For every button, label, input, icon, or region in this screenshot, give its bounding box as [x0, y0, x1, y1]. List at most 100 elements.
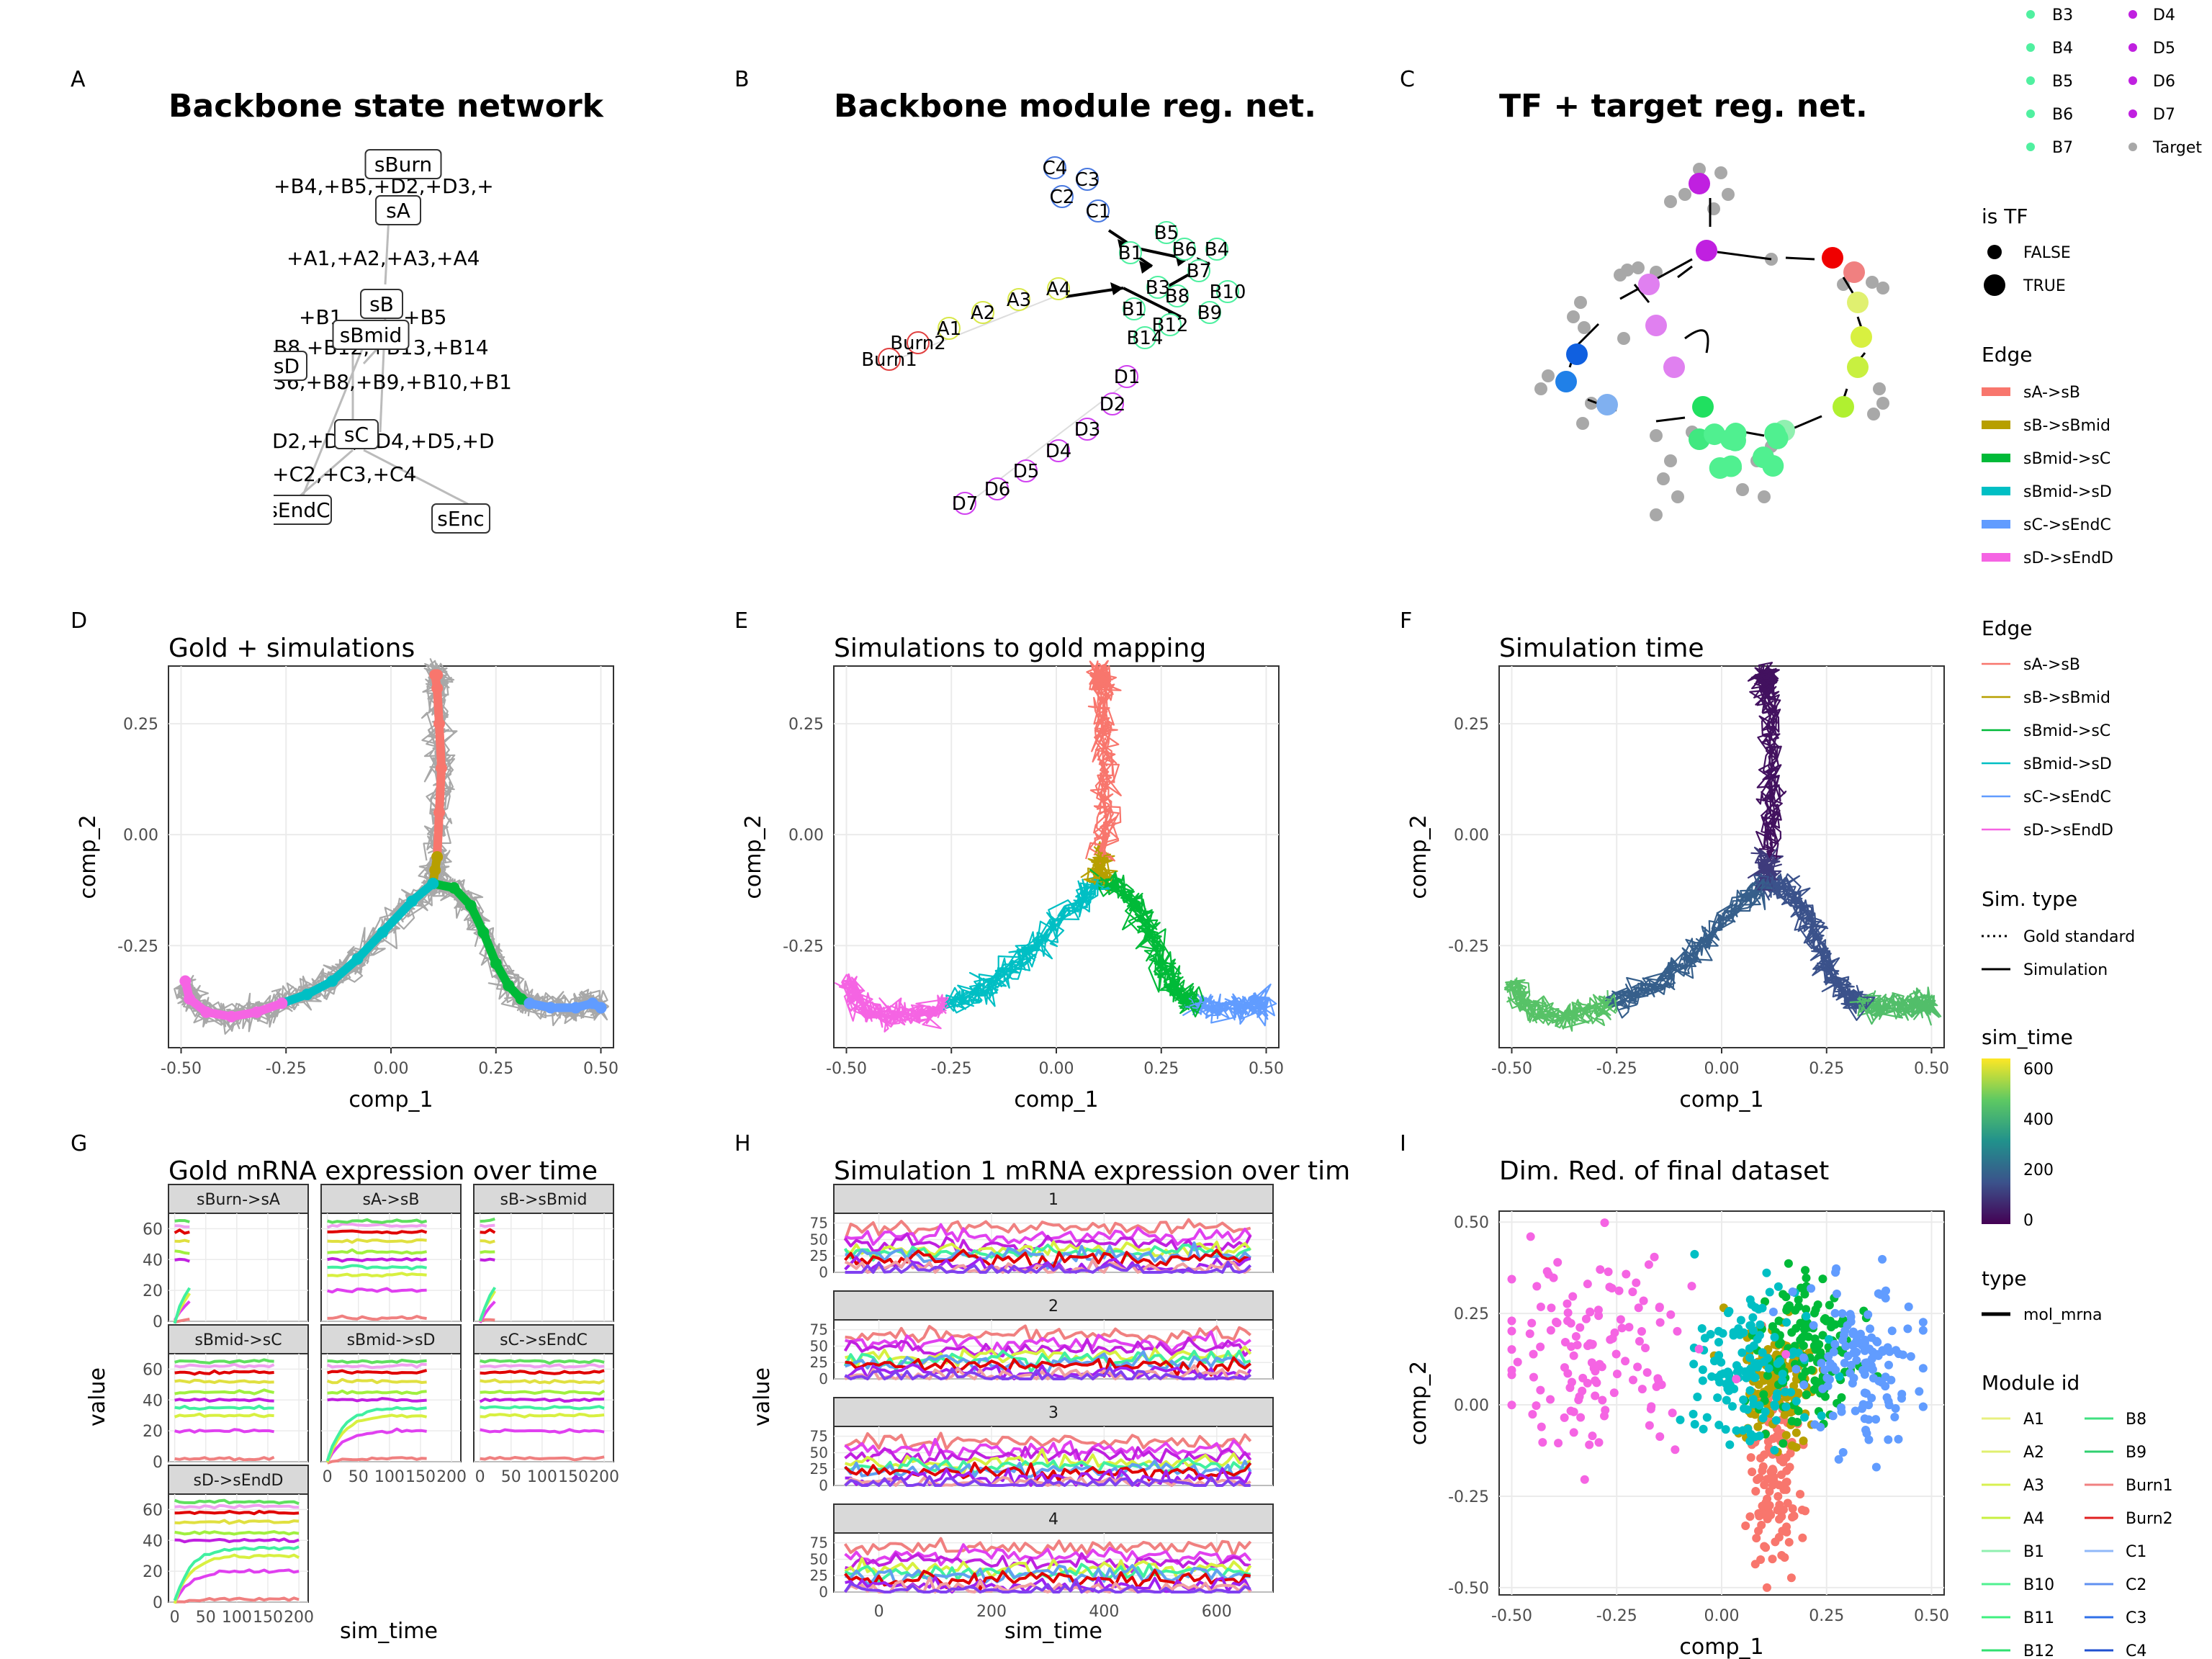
gold-point — [464, 899, 477, 912]
gold-point — [435, 762, 447, 774]
gold-point — [326, 975, 338, 987]
tf-node — [1555, 371, 1577, 392]
cell-point — [1802, 1305, 1811, 1314]
cell-point — [1655, 1432, 1665, 1442]
cell-point — [1574, 1395, 1583, 1405]
cell-point — [1871, 1415, 1881, 1424]
panel-title: Simulations to gold mapping — [834, 634, 1206, 663]
module-node — [1166, 284, 1189, 307]
cell-point — [1689, 1359, 1699, 1369]
x-tick-label: -0.25 — [1596, 1060, 1637, 1078]
cell-point — [1851, 1406, 1860, 1416]
target-node — [1678, 188, 1691, 201]
gold-expression-line — [174, 1596, 300, 1604]
state-edge — [384, 215, 390, 285]
tf-edge — [1655, 416, 1686, 423]
y-tick-label: 0.25 — [1454, 716, 1489, 734]
legend-title: Edge — [1982, 343, 2032, 367]
legend-title: is TF — [1982, 204, 2028, 228]
cell-point — [1585, 1440, 1594, 1449]
tf-node — [1847, 292, 1869, 313]
cell-point — [1546, 1395, 1555, 1404]
legend-label: Target — [2152, 139, 2202, 157]
legend-label: sBmid->sC — [2023, 450, 2110, 468]
simulation-expression-line — [845, 1223, 1252, 1246]
module-node — [907, 331, 930, 354]
legend-label: sD->sEndD — [2023, 822, 2113, 840]
tf-node — [1645, 315, 1667, 336]
x-tick-label: 0.50 — [1914, 1060, 1949, 1078]
y-tick-label: 50 — [810, 1550, 828, 1568]
cell-point — [1538, 1438, 1547, 1447]
facet-strip-label: sBmid->sD — [347, 1331, 436, 1349]
legend-label: A3 — [2023, 1477, 2044, 1495]
legends: B3 B4 B5 B6 B7 D4 D5 D6 D7 Target is TF FALSE TRUE Ed… — [1982, 6, 2202, 1659]
y-tick-label: 60 — [143, 1220, 163, 1238]
target-node — [1866, 276, 1879, 289]
tf-node — [1638, 274, 1660, 295]
cell-point — [1789, 1511, 1799, 1521]
cell-point — [1758, 1348, 1767, 1357]
cell-point — [1915, 1387, 1924, 1396]
target-node — [1671, 490, 1684, 503]
cell-point — [1756, 1454, 1766, 1463]
cell-point — [1587, 1358, 1596, 1367]
cell-point — [1843, 1321, 1852, 1330]
simulation-line — [1095, 873, 1197, 1012]
legend-title: Edge — [1982, 616, 2032, 640]
cell-point — [1825, 1300, 1834, 1310]
simulation-line — [1611, 873, 1769, 1004]
y-tick-label: 75 — [810, 1321, 828, 1339]
cell-point — [1714, 1421, 1724, 1430]
gold-point — [448, 882, 460, 894]
cell-point — [1769, 1473, 1779, 1482]
module-node — [1087, 199, 1110, 222]
target-node — [1617, 332, 1630, 345]
gold-point — [406, 895, 418, 907]
cell-point — [1793, 1417, 1802, 1426]
gold-expression-line — [174, 1238, 190, 1244]
cell-point — [1918, 1364, 1928, 1373]
y-tick-label: 0.50 — [1454, 1214, 1489, 1232]
module-node — [1155, 221, 1178, 244]
cell-point — [1771, 1537, 1780, 1547]
cell-point — [1788, 1504, 1797, 1514]
cell-point — [1750, 1560, 1760, 1569]
gold-point — [179, 975, 192, 987]
module-node — [1101, 392, 1124, 415]
cell-point — [1887, 1375, 1896, 1385]
simulation-line — [1611, 876, 1774, 1007]
cell-point — [1782, 1478, 1791, 1487]
gold-point — [184, 993, 196, 1005]
cell-point — [1770, 1333, 1779, 1342]
cell-point — [1706, 1329, 1715, 1339]
module-node — [1159, 313, 1182, 336]
target-node — [1567, 310, 1580, 323]
legend-label: B5 — [2052, 73, 2073, 91]
cell-point — [1873, 1337, 1882, 1346]
cell-point — [1755, 1511, 1764, 1521]
gold-point — [225, 1010, 238, 1022]
cell-point — [1739, 1395, 1748, 1404]
y-tick-label: 0.00 — [1454, 827, 1489, 845]
legend-label: D7 — [2153, 106, 2175, 124]
state-node-label: sBmid — [340, 323, 403, 347]
y-tick-label: 20 — [143, 1423, 163, 1441]
cell-point — [1616, 1315, 1625, 1324]
x-tick-label: -0.25 — [931, 1060, 972, 1078]
x-tick-label: 400 — [1089, 1603, 1119, 1621]
y-tick-label: -0.25 — [783, 938, 824, 956]
state-node — [274, 495, 332, 525]
gold-expression-line — [327, 1229, 428, 1235]
gold-point — [429, 864, 441, 876]
cell-point — [1725, 1440, 1735, 1449]
legend-swatch — [1982, 454, 2010, 462]
cell-point — [1864, 1415, 1874, 1424]
legend-label: C3 — [2126, 1609, 2146, 1627]
y-tick-label: 0.25 — [788, 716, 824, 734]
cell-point — [1645, 1421, 1654, 1430]
tf-self-loop — [1684, 329, 1709, 354]
cell-point — [1654, 1376, 1663, 1385]
legend-dot — [1984, 274, 2005, 296]
